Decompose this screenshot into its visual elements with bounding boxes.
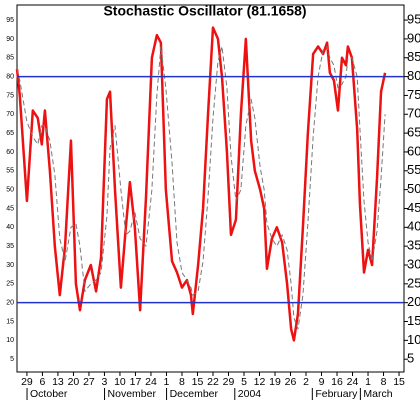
x-tick-label: 29 [223,376,235,388]
x-tick-label: 13 [52,376,64,388]
x-tick-label: 16 [331,376,343,388]
x-tick-label: 10 [114,376,126,388]
y-tick-label: 25 [407,275,420,290]
y-tick-label: 5 [407,351,414,366]
y-tick-label: 95 [407,12,420,27]
y-tick-label: 45 [407,200,420,215]
y-tick-label-left: 60 [6,149,14,156]
month-label: February [315,388,358,400]
y-tick-label: 75 [407,87,420,102]
x-tick-label: 20 [68,376,80,388]
y-tick-label-left: 10 [6,337,14,344]
y-tick-label: 40 [407,219,420,234]
y-tick-label-left: 15 [6,318,14,325]
y-tick-label-left: 30 [6,262,14,269]
x-tick-label: 1 [365,376,371,388]
y-tick-label: 10 [407,332,420,347]
x-tick-label: 12 [254,376,266,388]
y-tick-label: 90 [407,30,420,45]
x-tick-label: 3 [102,376,108,388]
y-tick-label: 85 [407,49,420,64]
x-tick-label: 1 [164,376,170,388]
y-tick-label-left: 75 [6,92,14,99]
x-tick-label: 8 [381,376,387,388]
series-line [16,45,386,330]
chart-title: Stochastic Oscillator (81.1658) [103,3,306,19]
x-tick-label: 2 [303,376,309,388]
y-tick-label: 70 [407,106,420,121]
y-tick-label: 20 [407,294,420,309]
x-tick-label: 6 [40,376,46,388]
x-tick-label: 8 [179,376,185,388]
x-tick-label: 29 [21,376,33,388]
y-tick-label-left: 35 [6,243,14,250]
y-tick-label-left: 40 [6,224,14,231]
y-tick-label-left: 65 [6,130,14,137]
y-tick-label: 15 [407,313,420,328]
x-tick-label: 15 [393,376,405,388]
y-tick-label-left: 90 [6,36,14,43]
month-label: December [170,388,219,400]
y-tick-label-left: 55 [6,168,14,175]
y-tick-label-left: 80 [6,73,14,80]
month-label: November [108,388,157,400]
y-tick-label-left: 95 [6,17,14,24]
x-tick-label: 27 [83,376,95,388]
y-tick-label-left: 85 [6,55,14,62]
y-tick-label-left: 70 [6,111,14,118]
y-tick-label: 30 [407,256,420,271]
x-tick-label: 17 [130,376,142,388]
x-tick-label: 22 [207,376,219,388]
x-tick-label: 24 [347,376,359,388]
series-line [15,26,387,342]
x-tick-label: 9 [319,376,325,388]
y-tick-label: 55 [407,162,420,177]
y-tick-label-left: 50 [6,186,14,193]
y-tick-label: 35 [407,238,420,253]
y-tick-label: 60 [407,143,420,158]
y-tick-label-left: 25 [6,281,14,288]
y-tick-label-left: 20 [6,300,14,307]
y-tick-label-left: 45 [6,205,14,212]
x-tick-label: 19 [269,376,281,388]
y-tick-label-left: 5 [10,356,14,363]
x-tick-label: 26 [285,376,297,388]
y-tick-label: 65 [407,125,420,140]
y-tick-label: 80 [407,68,420,83]
month-label: 2004 [238,388,262,400]
x-tick-label: 24 [145,376,157,388]
x-tick-label: 5 [241,376,247,388]
x-tick-label: 15 [192,376,204,388]
month-label: October [30,388,68,400]
y-tick-label: 50 [407,181,420,196]
month-label: March [363,388,392,400]
